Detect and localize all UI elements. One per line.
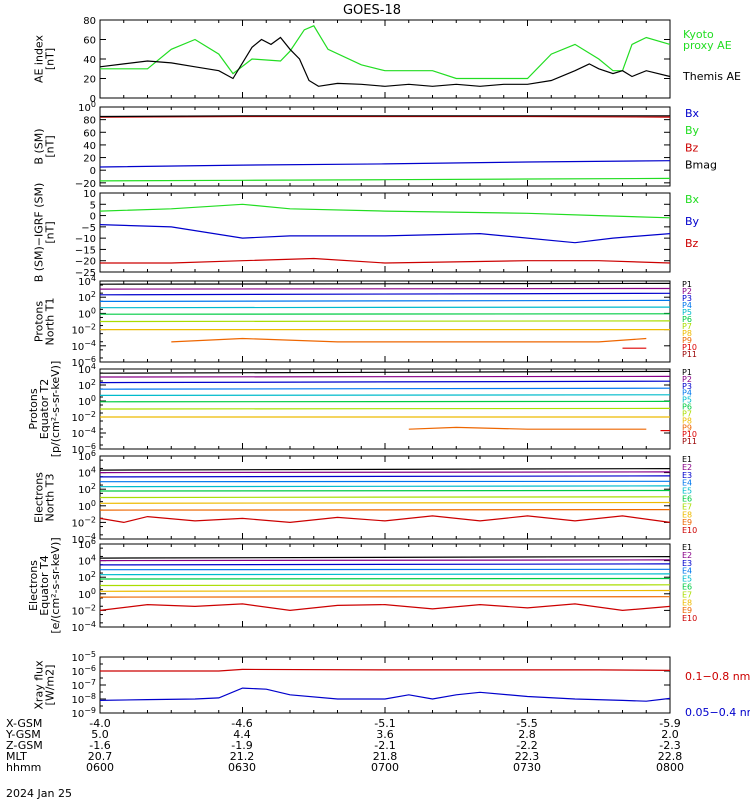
y-axis-label: [nT] — [44, 135, 57, 157]
legend-bz: Bz — [685, 237, 699, 250]
legend-p11: P11 — [682, 350, 697, 359]
legend-bx: Bx — [685, 193, 700, 206]
series-line-e7 — [100, 497, 670, 498]
series-line-p7 — [100, 408, 670, 409]
legend-by: By — [685, 215, 700, 228]
series-line-p5 — [100, 307, 670, 308]
y-axis-label: [nT] — [44, 221, 57, 243]
legend-themis-ae: Themis AE — [682, 70, 741, 83]
legend-xray-short: 0.05−0.4 nm — [685, 706, 750, 719]
series-line-p1 — [100, 283, 670, 284]
legend-e10: E10 — [682, 614, 697, 623]
y-tick-label: 40 — [83, 55, 96, 66]
ephem-value: 0730 — [513, 761, 541, 774]
ephem-value: 0600 — [86, 761, 114, 774]
ephem-row-label: hhmm — [6, 761, 41, 774]
legend-e10: E10 — [682, 526, 697, 535]
series-line-e8 — [100, 503, 670, 504]
series-line-e6 — [100, 579, 670, 580]
series-line-e2 — [100, 472, 670, 473]
y-tick-label: −20 — [75, 257, 96, 268]
legend-p11: P11 — [682, 437, 697, 446]
series-line-e5 — [100, 574, 670, 575]
date-label: 2024 Jan 25 — [6, 787, 72, 800]
y-tick-label: 0 — [90, 212, 96, 223]
series-line-e6 — [100, 491, 670, 492]
series-line-e7 — [100, 585, 670, 586]
y-tick-label: 10 — [83, 189, 96, 200]
legend-kyoto-proxy-ae: proxy AE — [683, 39, 732, 52]
series-line-p2 — [100, 289, 670, 290]
legend-bx: Bx — [685, 107, 700, 120]
y-axis-label: [p/(cm²-s-sr-keV)] — [49, 361, 62, 458]
plot-title: GOES-18 — [343, 3, 401, 18]
y-axis-label: North T3 — [44, 474, 57, 522]
y-tick-label: −10 — [75, 234, 96, 245]
ephem-value: 0700 — [371, 761, 399, 774]
y-tick-label: 5 — [90, 200, 96, 211]
legend-bmag: Bmag — [685, 159, 717, 172]
legend-bz: Bz — [685, 141, 699, 154]
y-tick-label: 80 — [83, 16, 96, 27]
ephem-value: 0800 — [656, 761, 684, 774]
y-tick-label: 60 — [83, 36, 96, 47]
y-tick-label: 20 — [83, 154, 96, 165]
y-axis-label: [e/(cm²-s-sr-keV)] — [49, 537, 62, 633]
y-tick-label: −5 — [81, 223, 96, 234]
series-line-p7 — [100, 321, 670, 322]
series-line-e2 — [100, 560, 670, 561]
y-tick-label: 60 — [83, 128, 96, 139]
y-tick-label: 20 — [83, 75, 96, 86]
series-line-p5 — [100, 395, 670, 396]
y-axis-label: [nT] — [44, 48, 57, 70]
legend-by: By — [685, 124, 700, 137]
y-tick-label: −15 — [75, 245, 96, 256]
y-axis-label: [W/m2] — [44, 665, 57, 706]
series-line-bmag — [100, 116, 670, 117]
legend-xray-long: 0.1−0.8 nm — [685, 670, 750, 683]
series-line-e9 — [100, 510, 670, 511]
series-line-p2 — [100, 376, 670, 377]
y-tick-label: 0 — [90, 166, 96, 177]
ephem-value: 0630 — [228, 761, 256, 774]
series-line-e5 — [100, 486, 670, 487]
y-axis-label: North T1 — [44, 298, 57, 346]
y-tick-label: 40 — [83, 141, 96, 152]
series-line-e8 — [100, 591, 670, 592]
y-tick-label: 80 — [83, 116, 96, 127]
